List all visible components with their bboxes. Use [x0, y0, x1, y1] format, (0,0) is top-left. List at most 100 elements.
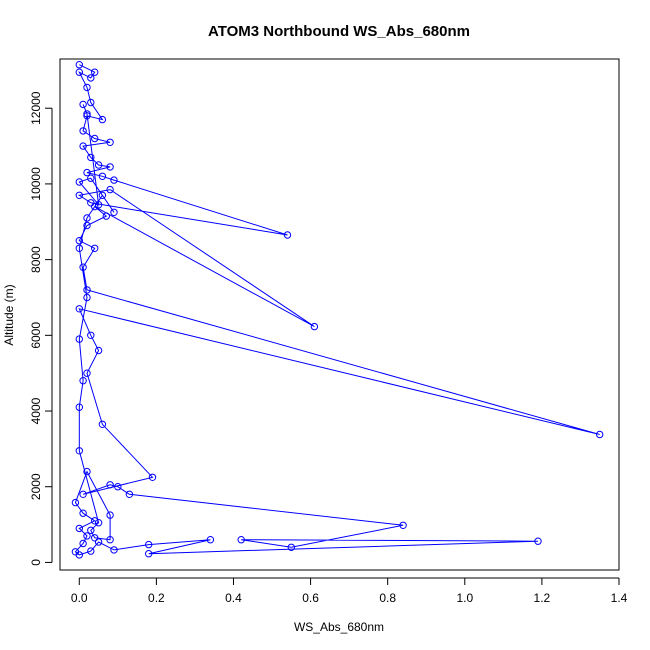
data-point — [106, 138, 114, 147]
data-point — [83, 214, 91, 222]
data-point — [110, 546, 118, 554]
y-tick-label: 2000 — [29, 473, 43, 500]
data-point — [94, 201, 103, 209]
data-point — [83, 369, 91, 377]
data-point — [91, 244, 99, 253]
data-point — [83, 467, 91, 476]
y-axis-label: Altitude (m) — [2, 284, 16, 345]
data-point — [79, 377, 87, 385]
x-tick-label: 0.8 — [379, 591, 396, 605]
data-point — [79, 127, 87, 135]
data-point — [75, 60, 84, 69]
y-tick-label: 12000 — [29, 91, 43, 125]
data-point — [102, 212, 111, 220]
data-point — [75, 244, 84, 253]
data-point — [399, 521, 407, 529]
x-tick-label: 0.2 — [148, 591, 165, 605]
data-point — [75, 191, 84, 200]
data-point — [148, 473, 157, 481]
data-point — [145, 550, 153, 558]
x-tick-label: 0.4 — [225, 591, 242, 605]
data-point — [83, 293, 91, 302]
data-point — [206, 536, 215, 544]
data-point — [91, 68, 99, 76]
data-point — [71, 548, 80, 556]
data-point — [125, 490, 134, 498]
data-point — [75, 178, 84, 186]
x-tick-label: 1.4 — [611, 591, 628, 605]
plot-frame — [59, 58, 620, 571]
data-point — [79, 509, 87, 517]
data-point — [287, 543, 295, 551]
x-tick-label: 0.0 — [71, 591, 88, 605]
data-point — [534, 537, 542, 545]
data-point — [94, 538, 103, 546]
data-point — [79, 539, 87, 548]
data-point — [75, 237, 84, 245]
data-point — [91, 517, 99, 525]
x-axis-label: WS_Abs_680nm — [294, 620, 384, 634]
data-point — [71, 498, 80, 507]
data-point — [91, 534, 99, 542]
data-point — [83, 532, 91, 540]
series-line — [74, 64, 600, 556]
data-point — [87, 199, 95, 207]
data-point — [87, 331, 95, 339]
x-tick-label: 1.2 — [534, 591, 551, 605]
data-point — [94, 519, 103, 527]
y-tick-label: 6000 — [29, 322, 43, 349]
data-point — [94, 161, 103, 169]
data-point — [79, 263, 87, 271]
y-axis: 0 2000 4000 6000 8000 10000 12000 — [29, 91, 53, 566]
data-point — [79, 142, 87, 150]
data-point — [114, 483, 122, 491]
data-point — [79, 490, 87, 498]
data-point — [98, 420, 107, 428]
data-point — [75, 305, 84, 313]
data-point — [75, 403, 84, 411]
x-axis: 0.0 0.2 0.4 0.6 0.8 1.0 1.2 1.4 — [71, 577, 628, 605]
data-point — [110, 208, 118, 217]
data-point — [110, 176, 118, 184]
data-point — [106, 511, 114, 519]
data-point — [79, 100, 87, 109]
data-point — [87, 174, 95, 182]
data-point — [83, 221, 91, 230]
y-tick-label: 8000 — [29, 246, 43, 273]
data-point — [87, 98, 95, 107]
data-point — [596, 430, 604, 439]
data-point — [83, 110, 91, 118]
data-point — [98, 115, 107, 124]
data-point — [91, 202, 99, 211]
data-point — [106, 536, 114, 544]
data-point — [83, 168, 91, 177]
y-tick-label: 0 — [29, 559, 43, 566]
data-point — [87, 153, 95, 162]
data-point — [83, 112, 91, 120]
data-point — [98, 172, 107, 181]
data-point — [237, 536, 245, 544]
data-point — [87, 74, 95, 82]
data-point — [87, 526, 95, 534]
data-point — [106, 481, 114, 489]
data-point — [106, 185, 114, 194]
data-point — [94, 346, 103, 355]
y-tick-label: 10000 — [29, 167, 43, 201]
data-point — [75, 524, 84, 533]
data-point — [145, 540, 153, 549]
data-point — [83, 83, 91, 92]
data-point — [83, 286, 91, 294]
chart-title: ATOM3 Northbound WS_Abs_680nm — [208, 23, 470, 40]
data-point — [75, 447, 84, 455]
y-tick-label: 4000 — [29, 397, 43, 424]
x-tick-label: 0.6 — [302, 591, 319, 605]
data-point — [91, 134, 99, 143]
data-point — [310, 322, 319, 331]
data-point — [75, 335, 84, 343]
data-point — [75, 68, 84, 76]
plot-area — [71, 60, 604, 559]
x-tick-label: 1.0 — [456, 591, 473, 605]
data-point — [283, 231, 292, 239]
data-point — [87, 547, 95, 555]
